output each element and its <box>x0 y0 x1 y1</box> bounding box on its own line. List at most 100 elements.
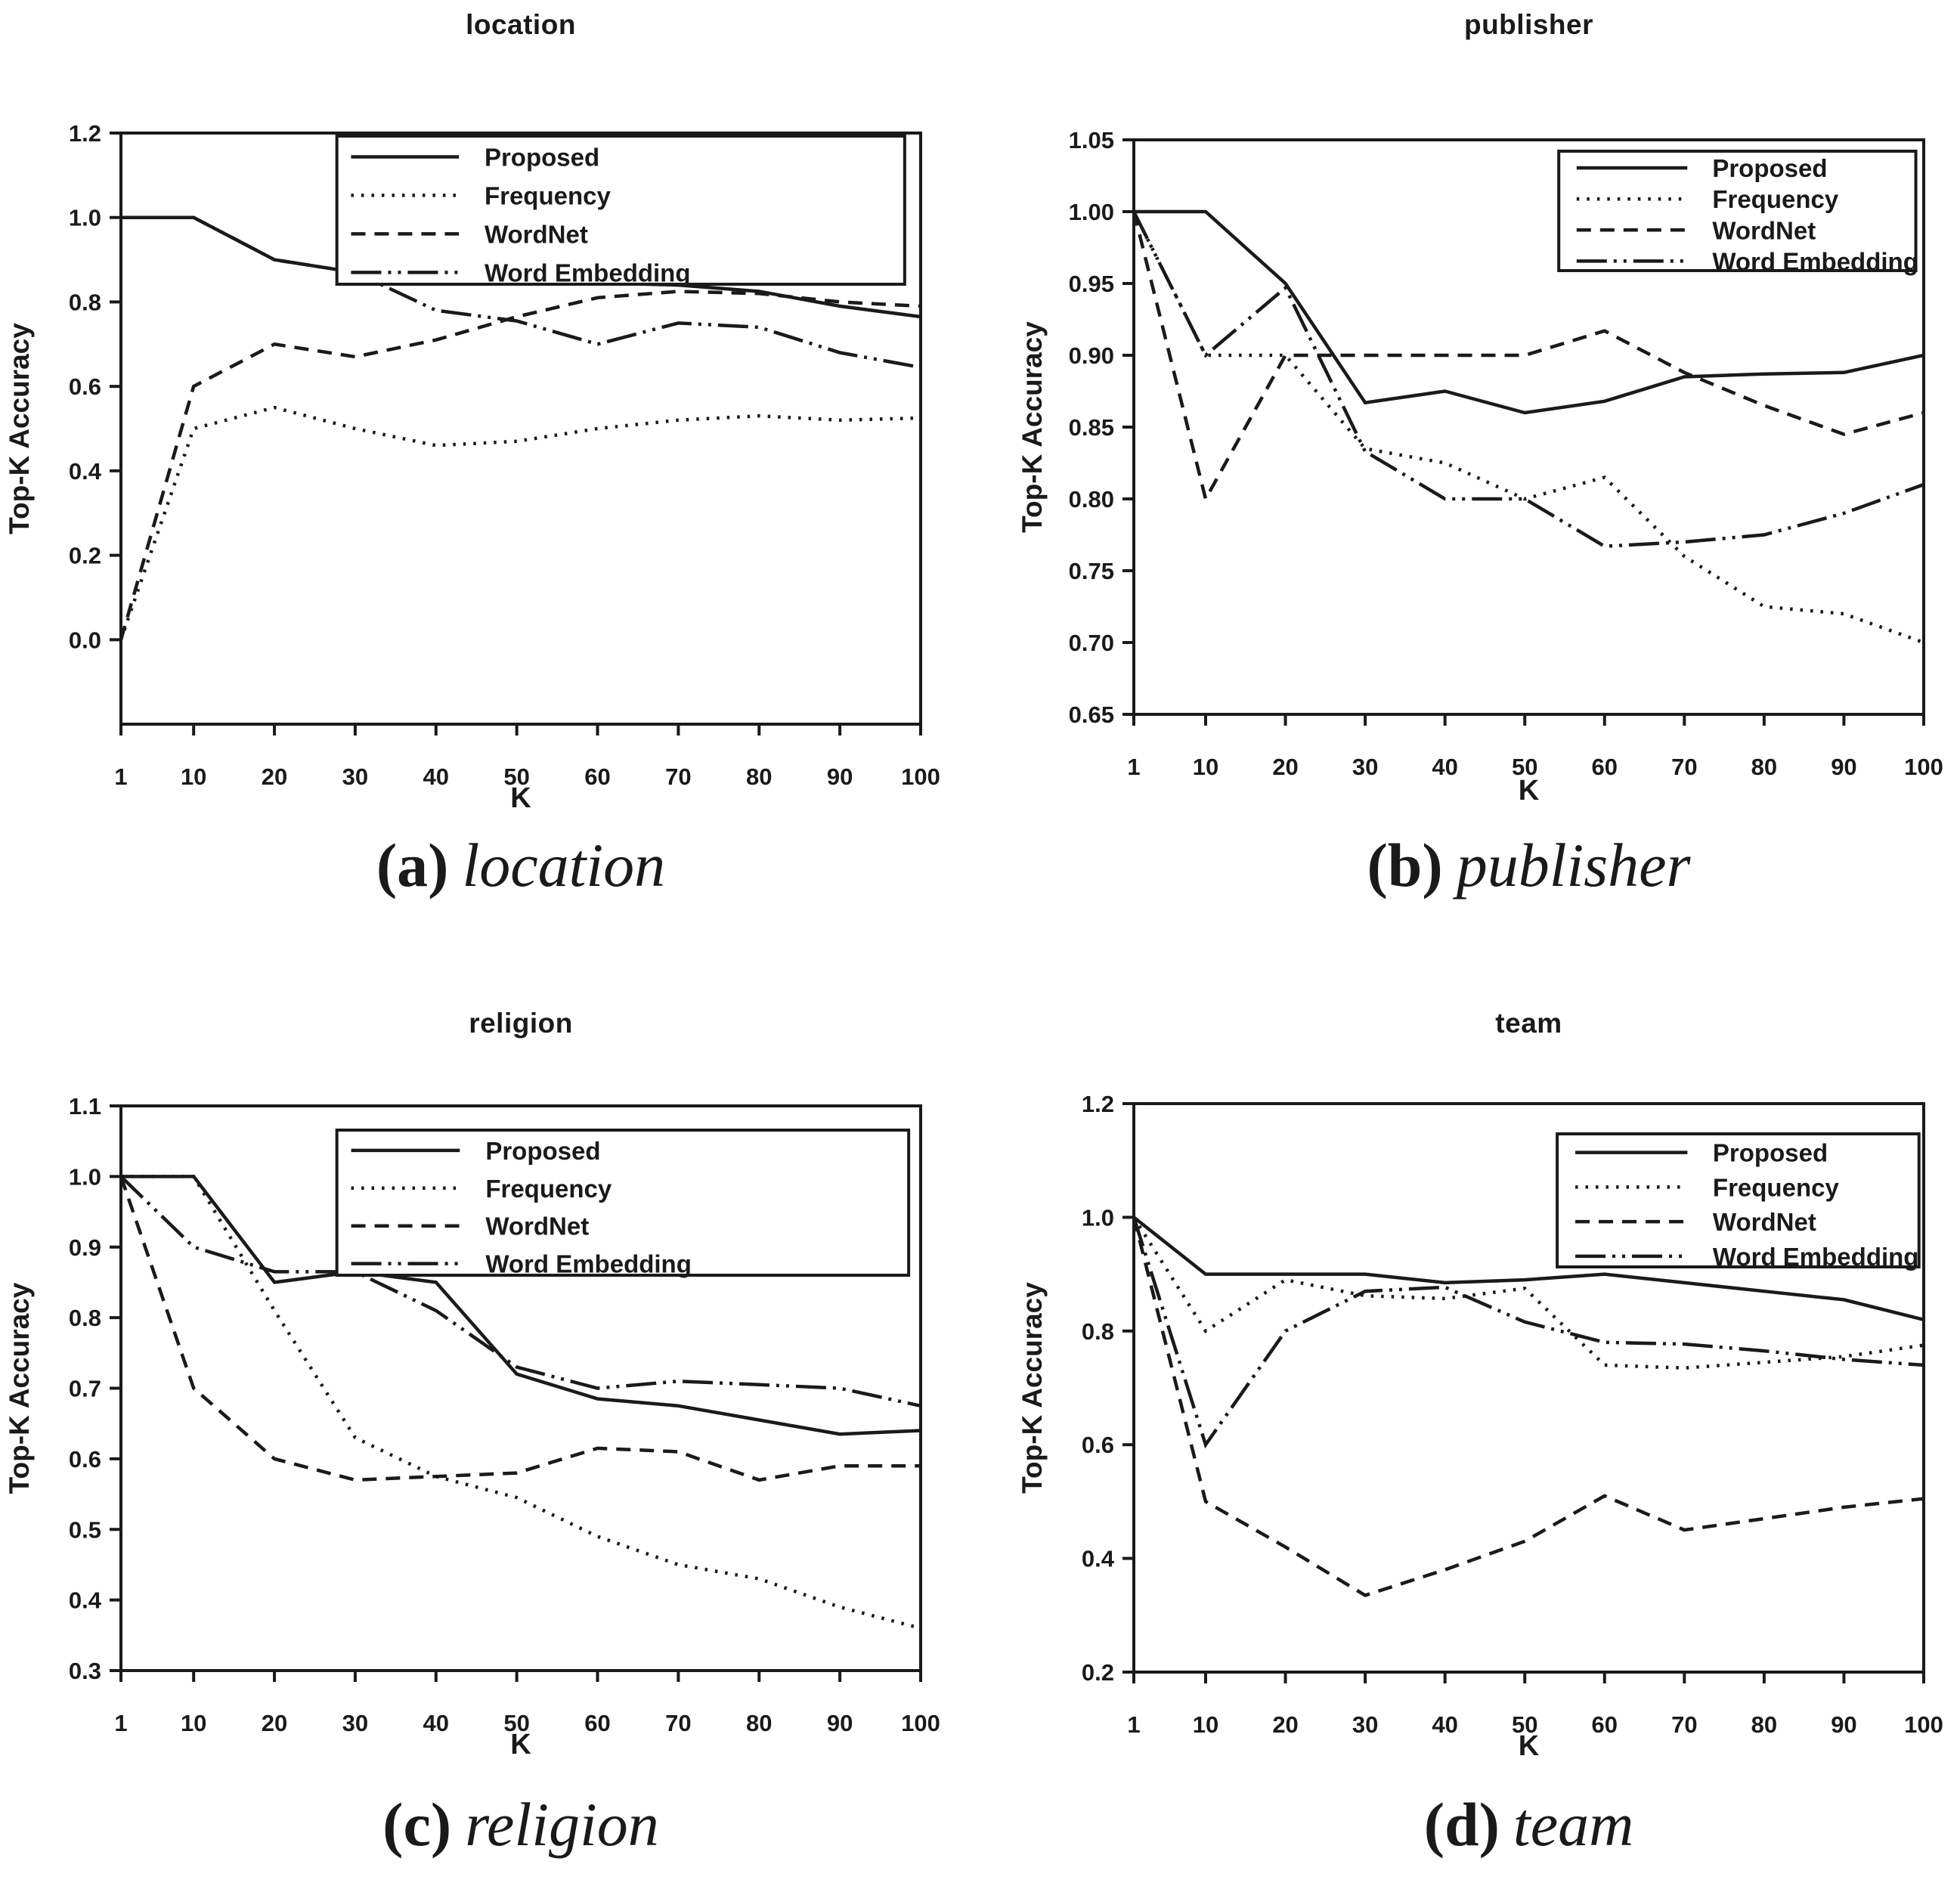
y-tick-label: 0.8 <box>1082 1318 1114 1345</box>
caption-a: (a) location <box>121 830 921 901</box>
x-tick-label: 10 <box>1193 754 1218 780</box>
x-tick-label: 30 <box>342 763 368 790</box>
line-chart-publisher: 0.65 0.70 0.75 0.80 0.85 0.90 0.95 1.00 1.05 1 10 2… <box>1017 127 1943 780</box>
x-tick-label: 30 <box>1352 1711 1378 1738</box>
caption-b-word: publisher <box>1456 831 1691 900</box>
series-line-frequency <box>119 405 921 641</box>
legend-label: Frequency <box>485 1175 612 1203</box>
series-line-wordnet <box>119 1175 921 1482</box>
legend: Proposed Frequency WordNet Word Embedding <box>335 135 906 286</box>
line-chart-religion: 0.3 0.4 0.5 0.6 0.7 0.8 0.9 1.0 1.1 1 10 20 30 40 50 60… <box>4 1093 940 1736</box>
x-tick-label: 90 <box>1831 1711 1856 1738</box>
x-tick-label: 100 <box>901 1710 940 1736</box>
y-axis: 0.2 0.4 0.6 0.8 1.0 1.2 <box>1082 1091 1134 1686</box>
y-tick-label: 1.2 <box>1082 1091 1114 1117</box>
y-tick-label: 0.3 <box>69 1658 101 1684</box>
y-tick-label: 0.0 <box>69 627 101 653</box>
y-tick-label: 0.80 <box>1069 486 1114 513</box>
x-axis: 1 10 20 30 40 50 60 70 80 90 100 <box>1127 1672 1943 1738</box>
x-tick-label: 1 <box>114 1710 127 1736</box>
legend-label: Word Embedding <box>485 259 691 286</box>
x-tick-label: 30 <box>1352 754 1378 780</box>
y-tick-label: 0.7 <box>69 1376 101 1402</box>
series-line-frequency <box>121 1175 921 1631</box>
x-tick-label: 60 <box>1592 754 1618 780</box>
legend-label: WordNet <box>1712 216 1816 244</box>
x-tick-label: 20 <box>1272 754 1298 780</box>
plot-frame <box>119 132 922 726</box>
x-tick-label: 100 <box>1904 754 1943 780</box>
caption-c: (c) religion <box>121 1789 921 1860</box>
y-tick-label: 0.75 <box>1069 558 1114 584</box>
chart-panel-publisher: 0.65 0.70 0.75 0.80 0.85 0.90 0.95 1.00 1.05 1 10 2… <box>980 0 1960 941</box>
series-line-wordnet <box>1132 211 1924 504</box>
y-tick-label: 0.70 <box>1069 630 1114 656</box>
chart-panel-religion: 0.3 0.4 0.5 0.6 0.7 0.8 0.9 1.0 1.1 1 10 20 30 40 50 60… <box>0 941 980 1886</box>
legend-label: WordNet <box>485 1212 589 1240</box>
legend: Proposed Frequency WordNet Word Embedding <box>335 1129 911 1278</box>
x-tick-label: 50 <box>1512 1711 1537 1738</box>
x-axis-label: K <box>1518 775 1540 807</box>
x-tick-label: 80 <box>1751 754 1777 780</box>
x-tick-label: 50 <box>1512 754 1537 780</box>
y-tick-label: 1.2 <box>69 120 101 147</box>
x-tick-label: 10 <box>181 763 206 790</box>
x-tick-label: 70 <box>1671 754 1697 780</box>
x-tick-label: 40 <box>1432 1711 1457 1738</box>
x-axis: 1 10 20 30 40 50 60 70 80 90 100 <box>114 724 940 790</box>
legend-label: Proposed <box>1713 1139 1828 1167</box>
x-tick-label: 90 <box>827 1710 853 1736</box>
y-tick-label: 1.0 <box>69 1163 101 1190</box>
y-tick-label: 0.8 <box>69 289 101 315</box>
legend-box <box>335 1129 911 1277</box>
legend-label: Proposed <box>1712 154 1827 182</box>
x-tick-label: 80 <box>1751 1711 1777 1738</box>
legend-label: Word Embedding <box>1713 1243 1919 1271</box>
legend-label: WordNet <box>485 220 588 248</box>
x-tick-label: 60 <box>584 763 610 790</box>
legend-label: Proposed <box>485 143 599 171</box>
caption-d-word: team <box>1513 1790 1634 1859</box>
y-tick-label: 0.4 <box>69 458 102 485</box>
x-axis-label: K <box>510 1729 531 1761</box>
legend-label: Word Embedding <box>1712 247 1918 275</box>
legend-label: Frequency <box>1713 1173 1840 1201</box>
y-tick-label: 1.00 <box>1069 199 1114 225</box>
x-tick-label: 100 <box>901 763 940 790</box>
x-axis: 1 10 20 30 40 50 60 70 80 90 100 <box>1127 714 1943 780</box>
series-line-proposed <box>121 1175 921 1436</box>
x-tick-label: 40 <box>423 763 449 790</box>
x-tick-label: 40 <box>1432 754 1457 780</box>
y-axis-label: Top-K Accuracy <box>4 1282 35 1494</box>
y-tick-label: 0.4 <box>69 1587 102 1614</box>
series-line-wordnet <box>119 290 921 640</box>
caption-a-letter: (a) <box>376 831 449 900</box>
x-tick-label: 40 <box>423 1710 449 1736</box>
x-tick-label: 60 <box>1592 1711 1618 1738</box>
y-tick-label: 0.4 <box>1082 1546 1115 1572</box>
y-tick-label: 1.0 <box>1082 1204 1114 1231</box>
x-tick-label: 80 <box>746 1710 772 1736</box>
caption-d: (d) team <box>1134 1789 1924 1860</box>
caption-c-word: religion <box>465 1790 659 1859</box>
y-tick-label: 0.2 <box>69 543 101 569</box>
y-axis-label: Top-K Accuracy <box>4 323 35 534</box>
series-line-frequency <box>1132 210 1924 645</box>
y-tick-label: 0.6 <box>69 373 101 400</box>
y-tick-label: 1.0 <box>69 205 101 231</box>
x-tick-label: 50 <box>503 763 529 790</box>
caption-d-letter: (d) <box>1423 1790 1500 1859</box>
legend-label: Frequency <box>485 181 612 209</box>
x-tick-label: 1 <box>1127 1711 1140 1738</box>
y-tick-label: 0.85 <box>1069 414 1114 441</box>
y-tick-label: 0.65 <box>1069 701 1114 728</box>
x-tick-label: 10 <box>1193 1711 1218 1738</box>
y-axis: 0.65 0.70 0.75 0.80 0.85 0.90 0.95 1.00 1.05 <box>1069 127 1134 728</box>
y-axis-label: Top-K Accuracy <box>1017 1282 1048 1494</box>
series-line-frequency <box>1132 1216 1924 1370</box>
caption-b: (b) publisher <box>1134 830 1924 901</box>
series-line-word-embedding <box>119 1175 921 1408</box>
series-line-word-embedding <box>121 215 921 370</box>
y-tick-label: 0.95 <box>1069 271 1114 297</box>
x-tick-label: 30 <box>342 1710 368 1736</box>
